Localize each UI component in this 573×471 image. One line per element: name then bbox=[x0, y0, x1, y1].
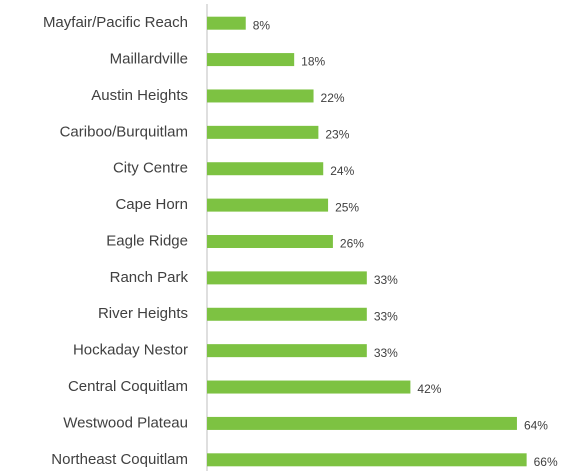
bar bbox=[207, 89, 314, 103]
value-label: 23% bbox=[325, 128, 349, 142]
value-label: 8% bbox=[253, 18, 271, 32]
category-label: Westwood Plateau bbox=[63, 414, 188, 431]
value-label: 25% bbox=[335, 200, 359, 214]
value-label: 33% bbox=[374, 273, 398, 287]
value-label: 33% bbox=[374, 309, 398, 323]
bar bbox=[207, 16, 246, 30]
value-label: 24% bbox=[330, 164, 354, 178]
bar bbox=[207, 235, 333, 248]
category-label: Cape Horn bbox=[115, 196, 188, 213]
value-label: 33% bbox=[374, 346, 398, 360]
category-label: Mayfair/Pacific Reach bbox=[43, 14, 188, 31]
bar bbox=[207, 416, 517, 430]
bar bbox=[207, 344, 367, 358]
category-label: City Centre bbox=[113, 160, 188, 177]
bar bbox=[207, 380, 411, 394]
category-label: Ranch Park bbox=[110, 269, 189, 286]
category-label: Eagle Ridge bbox=[106, 232, 188, 249]
category-label: River Heights bbox=[98, 305, 188, 322]
bar bbox=[207, 198, 329, 212]
category-label: Central Coquitlam bbox=[68, 378, 188, 395]
bar bbox=[207, 453, 527, 467]
value-label: 26% bbox=[340, 237, 364, 251]
category-label: Cariboo/Burquitlam bbox=[60, 123, 188, 140]
bar bbox=[207, 162, 324, 176]
category-label: Hockaday Nestor bbox=[73, 342, 188, 359]
bar bbox=[207, 271, 367, 285]
value-label: 42% bbox=[417, 382, 441, 396]
bar bbox=[207, 125, 319, 139]
value-label: 66% bbox=[534, 455, 558, 469]
value-label: 18% bbox=[301, 55, 325, 69]
bar bbox=[207, 53, 295, 67]
value-label: 22% bbox=[321, 91, 345, 105]
category-label: Northeast Coquitlam bbox=[51, 451, 188, 468]
category-label: Maillardville bbox=[110, 51, 188, 68]
value-label: 64% bbox=[524, 419, 548, 433]
bar bbox=[207, 307, 367, 321]
category-label: Austin Heights bbox=[91, 87, 188, 104]
